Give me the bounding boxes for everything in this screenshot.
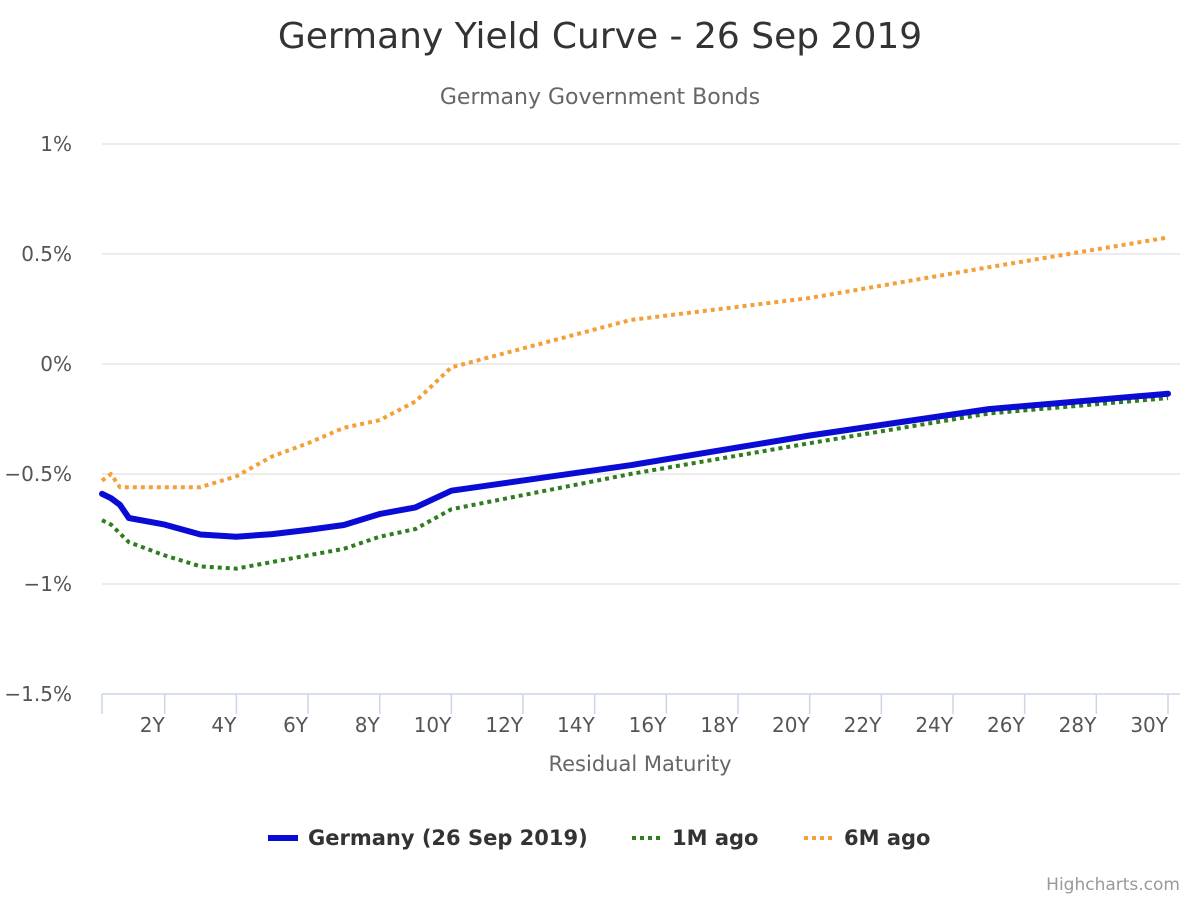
- series-lines: [99, 235, 1171, 571]
- legend[interactable]: Germany (26 Sep 2019) 1M ago 6M ago: [268, 826, 930, 850]
- x-tick-label: 8Y: [355, 713, 381, 737]
- y-tick-label: 0.5%: [21, 242, 72, 266]
- y-tick-label: 0%: [40, 352, 72, 376]
- x-tick-label: 4Y: [211, 713, 237, 737]
- x-tick-label: 2Y: [140, 713, 166, 737]
- x-tick-label: 26Y: [987, 713, 1025, 737]
- legend-label: Germany (26 Sep 2019): [308, 826, 588, 850]
- x-tick-label: 24Y: [915, 713, 953, 737]
- legend-item-2[interactable]: 6M ago: [804, 826, 930, 850]
- y-tick-label: −0.5%: [4, 462, 72, 486]
- legend-label: 6M ago: [844, 826, 930, 850]
- x-tick-label: 28Y: [1059, 713, 1097, 737]
- legend-label: 1M ago: [672, 826, 758, 850]
- series-line-2[interactable]: [100, 235, 1169, 490]
- x-tick-label: 6Y: [283, 713, 309, 737]
- chart-title: Germany Yield Curve - 26 Sep 2019: [278, 16, 922, 57]
- x-tick-label: 12Y: [485, 713, 523, 737]
- x-tick-label: 18Y: [700, 713, 738, 737]
- x-axis: 2Y 4Y 6Y 8Y 10Y 12Y 14Y 16Y 18Y 20Y 22Y 24Y 26Y 28Y 30…: [101, 693, 1180, 737]
- legend-item-1[interactable]: 1M ago: [632, 826, 758, 850]
- x-tick-label: 10Y: [414, 713, 452, 737]
- x-tick-label: 22Y: [844, 713, 882, 737]
- y-tick-label: −1.5%: [4, 682, 72, 706]
- y-axis-ticks: 1% 0.5% 0% −0.5% −1% −1.5%: [4, 132, 72, 706]
- y-tick-label: −1%: [24, 572, 73, 596]
- credits-link[interactable]: Highcharts.com: [1046, 875, 1180, 895]
- x-tick-label: 14Y: [557, 713, 595, 737]
- series-line-0[interactable]: [99, 390, 1171, 540]
- gridlines: [102, 143, 1180, 585]
- x-tick-label: 30Y: [1130, 713, 1168, 737]
- x-axis-title: Residual Maturity: [548, 752, 731, 776]
- x-tick-label: 16Y: [629, 713, 667, 737]
- chart-subtitle: Germany Government Bonds: [440, 85, 760, 110]
- y-tick-label: 1%: [40, 132, 72, 156]
- legend-item-0[interactable]: Germany (26 Sep 2019): [268, 826, 588, 850]
- x-tick-label: 20Y: [772, 713, 810, 737]
- series-line-1[interactable]: [101, 396, 1169, 571]
